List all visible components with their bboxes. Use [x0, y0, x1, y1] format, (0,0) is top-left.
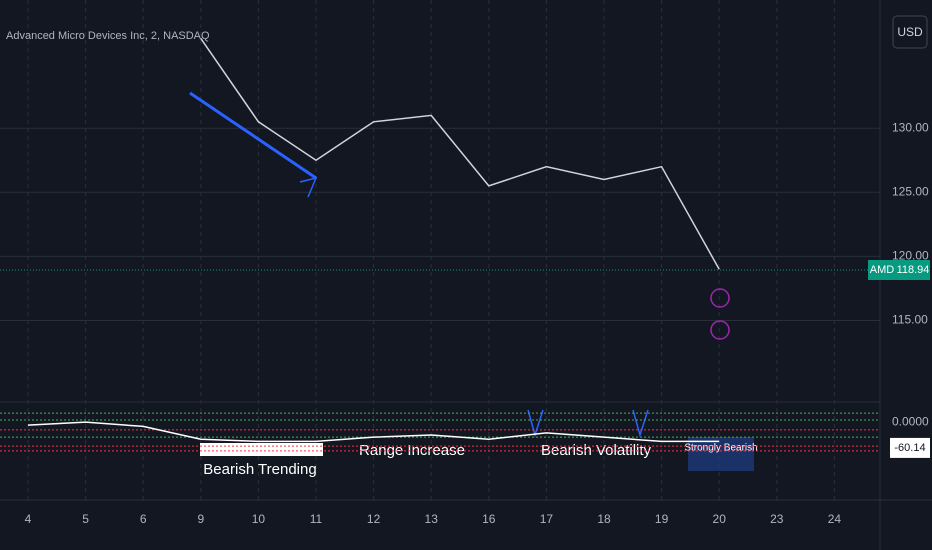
label-box	[200, 443, 323, 456]
price-line	[200, 38, 720, 270]
y-tick-label: 120.00	[892, 249, 929, 263]
currency-button[interactable]	[892, 15, 928, 49]
x-tick-label: 17	[540, 512, 554, 526]
x-tick-label: 23	[770, 512, 784, 526]
last-value: 118.94	[897, 264, 930, 276]
x-tick-label: 6	[140, 512, 147, 526]
x-tick-label: 12	[367, 512, 381, 526]
x-tick-label: 11	[310, 512, 323, 526]
signal-arrow	[527, 409, 544, 438]
arrow-head	[299, 176, 318, 198]
x-tick-label: 18	[597, 512, 611, 526]
label-box	[688, 437, 754, 471]
x-tick-label: 13	[425, 512, 439, 526]
chart-title: Advanced Micro Devices Inc, 2, NASDAQ	[6, 30, 210, 42]
x-tick-label: 20	[713, 512, 727, 526]
y-tick-label: 0.0000	[892, 414, 929, 428]
y-tick-label: 130.00	[892, 120, 929, 134]
event-icon[interactable]	[710, 320, 730, 340]
x-tick-label: 4	[25, 512, 32, 526]
x-tick-label: 10	[252, 512, 266, 526]
y-tick-label: 125.00	[892, 184, 929, 198]
symbol-label: AMD	[870, 264, 895, 276]
x-tick-label: 24	[828, 512, 842, 526]
annotation: Strongly Bearish	[684, 443, 757, 454]
price-line	[27, 421, 720, 443]
event-icon[interactable]	[710, 288, 730, 308]
x-tick-label: 19	[655, 512, 669, 526]
trend-line[interactable]	[189, 91, 317, 180]
annotation: Bearish Trending	[203, 461, 316, 478]
signal-arrow	[632, 409, 649, 438]
x-tick-label: 16	[482, 512, 496, 526]
x-tick-label: 5	[82, 512, 89, 526]
last-value-box	[890, 437, 930, 458]
last-value: -60.14	[894, 442, 925, 454]
x-tick-label: 9	[197, 512, 204, 526]
symbol-box	[868, 260, 896, 280]
y-tick-label: 115.00	[892, 313, 928, 327]
last-value-box	[896, 260, 930, 280]
currency[interactable]: USD	[897, 25, 923, 39]
